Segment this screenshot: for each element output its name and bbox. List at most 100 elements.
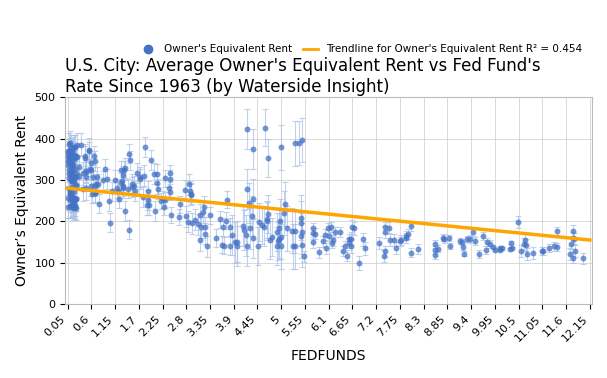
Point <box>118 183 127 189</box>
Point <box>91 181 101 187</box>
Point <box>186 192 196 198</box>
Point <box>166 212 176 218</box>
Point <box>497 245 507 251</box>
Point <box>230 239 240 245</box>
Point <box>347 243 356 249</box>
Point <box>73 142 83 148</box>
Point <box>64 158 73 164</box>
Point <box>67 158 76 164</box>
Point <box>124 151 134 157</box>
Point <box>70 174 80 180</box>
Point <box>64 175 74 181</box>
Point <box>143 197 153 203</box>
Point <box>78 186 88 192</box>
Point <box>175 201 185 208</box>
Point <box>68 201 78 208</box>
Point <box>86 183 96 189</box>
Point <box>254 219 264 225</box>
Point <box>71 182 81 188</box>
Point <box>226 224 236 230</box>
Point <box>81 167 91 174</box>
Point <box>272 229 282 235</box>
Point <box>66 151 76 157</box>
Point <box>528 250 538 256</box>
Point <box>413 246 422 252</box>
Point <box>568 235 578 241</box>
Point <box>200 224 209 230</box>
Point <box>66 154 76 160</box>
Point <box>65 187 75 194</box>
Point <box>70 202 80 208</box>
Point <box>117 180 126 186</box>
Point <box>66 160 75 166</box>
Point <box>152 171 162 177</box>
Point <box>379 253 389 259</box>
Point <box>273 238 283 244</box>
Point <box>243 243 253 249</box>
Point <box>144 202 154 208</box>
Point <box>107 188 117 194</box>
Point <box>552 244 561 250</box>
Point <box>249 196 259 202</box>
Point <box>308 225 317 231</box>
Point <box>346 236 356 242</box>
Point <box>495 247 505 253</box>
Point <box>164 186 174 192</box>
Point <box>71 182 81 188</box>
Point <box>578 256 588 262</box>
Point <box>403 231 413 237</box>
Point <box>458 244 468 250</box>
Point <box>70 144 80 150</box>
Point <box>67 152 77 158</box>
Point <box>69 178 79 184</box>
Point <box>244 200 254 206</box>
Point <box>124 227 134 233</box>
Text: U.S. City: Average Owner's Equivalent Rent vs Fed Fund's
Rate Since 1963 (by Wat: U.S. City: Average Owner's Equivalent Re… <box>66 57 541 96</box>
Point <box>486 241 495 247</box>
Point <box>570 248 580 254</box>
Point <box>68 152 78 158</box>
Point <box>66 187 75 193</box>
Point <box>69 188 79 194</box>
Point <box>507 245 517 251</box>
Point <box>385 225 395 231</box>
Point <box>132 170 141 176</box>
Point <box>505 246 515 253</box>
Point <box>63 158 72 164</box>
Point <box>430 247 439 253</box>
Point <box>90 190 100 196</box>
Point <box>290 228 300 234</box>
Point <box>110 177 120 183</box>
Point <box>282 225 292 231</box>
Point <box>70 204 80 211</box>
Point <box>211 235 220 241</box>
Point <box>470 238 480 244</box>
Point <box>467 229 477 235</box>
Point <box>205 212 215 218</box>
Point <box>482 239 492 245</box>
Point <box>80 153 90 159</box>
X-axis label: FEDFUNDS: FEDFUNDS <box>291 349 367 363</box>
Point <box>135 176 144 182</box>
Point <box>67 162 77 168</box>
Point <box>444 235 454 241</box>
Point <box>65 147 75 153</box>
Point <box>430 252 439 258</box>
Point <box>64 150 73 156</box>
Point <box>66 148 76 154</box>
Point <box>98 177 108 183</box>
Point <box>276 144 286 150</box>
Point <box>69 195 78 201</box>
Point <box>326 224 336 230</box>
Point <box>253 243 263 249</box>
Point <box>127 181 137 187</box>
Point <box>222 197 231 203</box>
Point <box>67 171 77 177</box>
Point <box>328 237 338 243</box>
Point <box>327 240 336 246</box>
Point <box>120 165 130 171</box>
Point <box>186 188 195 194</box>
Point <box>120 208 129 214</box>
Point <box>90 189 100 195</box>
Point <box>72 154 81 160</box>
